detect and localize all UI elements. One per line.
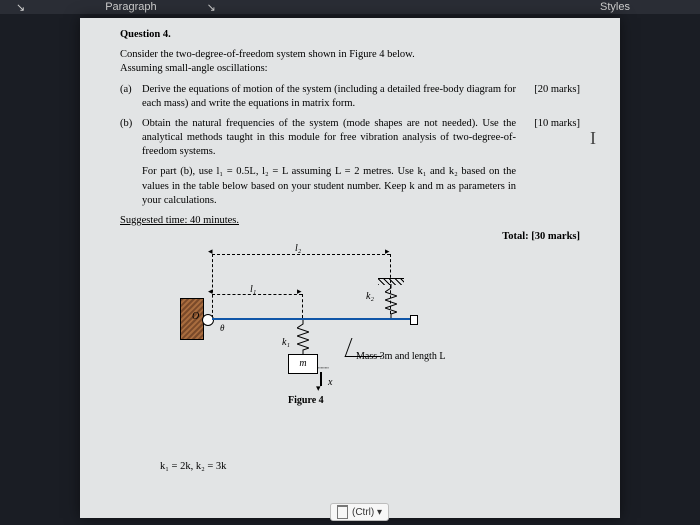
pivot-icon — [202, 314, 214, 326]
leader-line — [345, 338, 389, 357]
label-k1: k₁ — [282, 336, 290, 350]
spring-k1 — [297, 320, 307, 354]
paste-label: (Ctrl) ▾ — [352, 507, 382, 518]
part-b-marks: [10 marks] — [520, 117, 580, 160]
total-marks: Total: [30 marks] — [120, 230, 580, 244]
dim-l1-tick — [302, 294, 303, 318]
paste-options-button[interactable]: (Ctrl) ▾ — [330, 503, 389, 521]
dim-l2-arrow-r: ▸ — [385, 245, 390, 257]
clipboard-icon — [337, 505, 348, 519]
part-a-marks: [20 marks] — [520, 83, 580, 111]
part-b-text: Obtain the natural frequencies of the sy… — [142, 117, 520, 160]
part-b-extra: For part (b), use l₁ = 0.5L, l₂ = L assu… — [142, 165, 580, 208]
intro-text: Consider the two-degree-of-freedom syste… — [120, 48, 580, 76]
label-l1: l₁ — [250, 283, 256, 297]
ribbon-toolbar: ↘ Paragraph ↘ Styles — [0, 0, 700, 14]
text-cursor-icon: I — [590, 126, 596, 150]
label-O: O — [192, 310, 199, 324]
label-theta: θ — [220, 322, 224, 334]
intro-line2: Assuming small-angle oscillations: — [120, 63, 268, 74]
mass-box: m — [288, 354, 318, 374]
question-heading: Question 4. — [120, 28, 580, 42]
part-b-letter: (b) — [120, 117, 142, 160]
label-k2: k₂ — [366, 290, 374, 304]
dim-l1-arrow-l: ◂ — [208, 285, 213, 297]
part-a: (a) Derive the equations of motion of th… — [120, 83, 580, 111]
label-l2: l₂ — [295, 242, 301, 256]
spring-k2 — [385, 284, 395, 318]
group-paragraph: Paragraph — [105, 1, 156, 13]
launcher-icon[interactable]: ↘ — [16, 1, 25, 14]
k-values: k₁ = 2k, k₂ = 3k — [160, 460, 580, 474]
part-a-letter: (a) — [120, 83, 142, 111]
group-styles: Styles — [600, 1, 630, 13]
dim-l1-line — [212, 294, 302, 295]
ceiling-k2 — [378, 278, 404, 285]
launcher-icon-2[interactable]: ↘ — [207, 1, 216, 14]
intro-line1: Consider the two-degree-of-freedom syste… — [120, 49, 415, 60]
document-page: Question 4. Consider the two-degree-of-f… — [80, 18, 620, 518]
label-m: m — [299, 358, 306, 369]
part-a-text: Derive the equations of motion of the sy… — [142, 83, 520, 111]
figure-caption: Figure 4 — [288, 394, 324, 408]
label-x: x — [328, 376, 332, 390]
x-arrow-head: ▾ — [316, 382, 321, 394]
figure-4: ◂ ▸ l₂ ◂ ▸ l₁ O θ k₂ k₁ m ┈┈ — [180, 248, 480, 438]
dim-l1-arrow-r: ▸ — [297, 285, 302, 297]
suggested-time: Suggested time: 40 minutes. — [120, 214, 580, 228]
rigid-rod — [212, 318, 412, 320]
rod-end — [410, 315, 418, 325]
part-b: (b) Obtain the natural frequencies of th… — [120, 117, 580, 160]
